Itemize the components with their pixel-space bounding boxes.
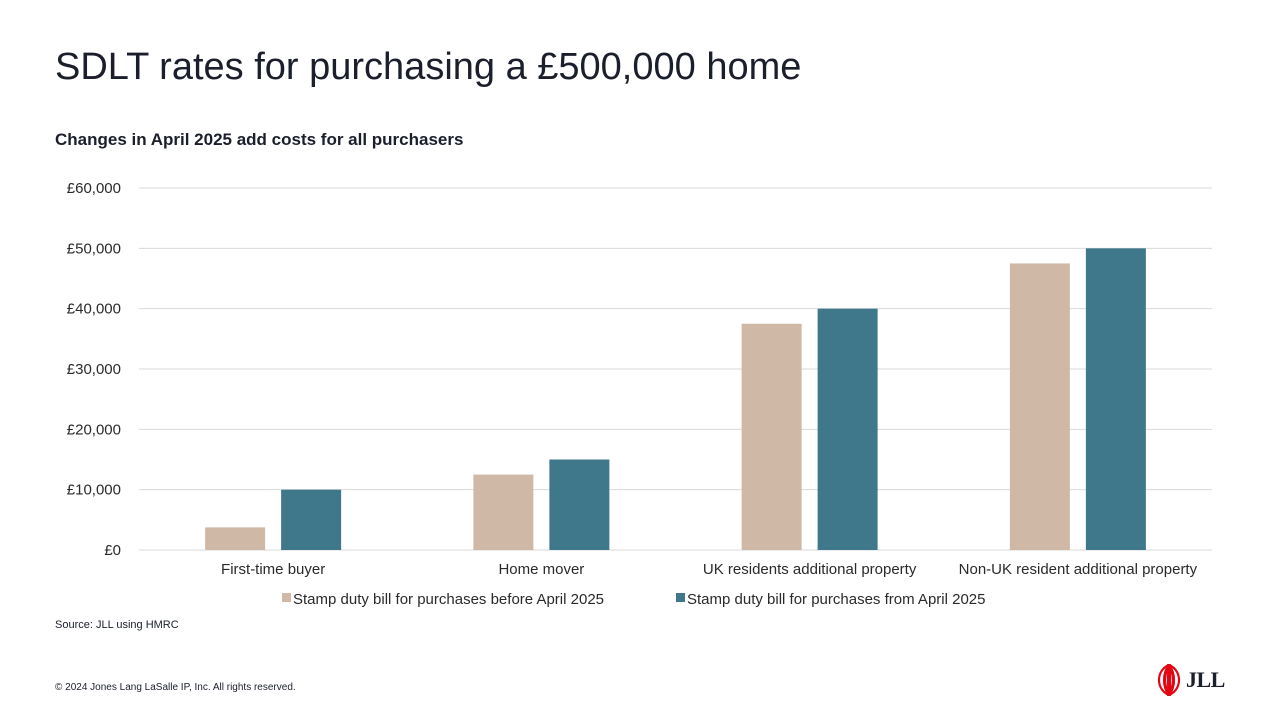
- chart-subtitle: Changes in April 2025 add costs for all …: [55, 130, 464, 149]
- bar-after: [281, 489, 342, 550]
- copyright-note: © 2024 Jones Lang LaSalle IP, Inc. All r…: [55, 682, 296, 693]
- y-tick-label: £10,000: [67, 482, 121, 499]
- jll-flame-icon: [1157, 664, 1181, 696]
- bar-before: [1009, 263, 1070, 550]
- x-tick-label: First-time buyer: [221, 561, 325, 578]
- y-tick-label: £60,000: [67, 180, 121, 197]
- page-title: SDLT rates for purchasing a £500,000 hom…: [55, 46, 802, 88]
- bar-after: [549, 459, 610, 550]
- x-tick-label: Non-UK resident additional property: [959, 561, 1198, 578]
- bar-chart: £0 £10,000 £20,000 £30,000 £40,000 £50,000 £60…: [67, 180, 1212, 608]
- bar-after: [817, 308, 878, 550]
- y-tick-label: £20,000: [67, 421, 121, 438]
- legend-after-label: Stamp duty bill for purchases from April…: [687, 591, 985, 608]
- source-note: Source: JLL using HMRC: [55, 619, 179, 631]
- x-tick-label: UK residents additional property: [703, 561, 917, 578]
- bar-before: [473, 474, 534, 550]
- legend-after-swatch: [676, 593, 685, 602]
- jll-logo-text: JLL: [1186, 667, 1225, 692]
- bar-after: [1085, 248, 1146, 551]
- x-tick-label: Home mover: [498, 561, 584, 578]
- legend-before-label: Stamp duty bill for purchases before Apr…: [293, 591, 604, 608]
- y-tick-label: £30,000: [67, 361, 121, 378]
- y-tick-label: £0: [104, 542, 121, 559]
- bar-before: [741, 323, 802, 550]
- jll-logo: JLL: [1155, 664, 1225, 696]
- legend-before-swatch: [282, 593, 291, 602]
- bar-before: [205, 527, 266, 550]
- y-tick-label: £50,000: [67, 240, 121, 257]
- y-tick-label: £40,000: [67, 301, 121, 318]
